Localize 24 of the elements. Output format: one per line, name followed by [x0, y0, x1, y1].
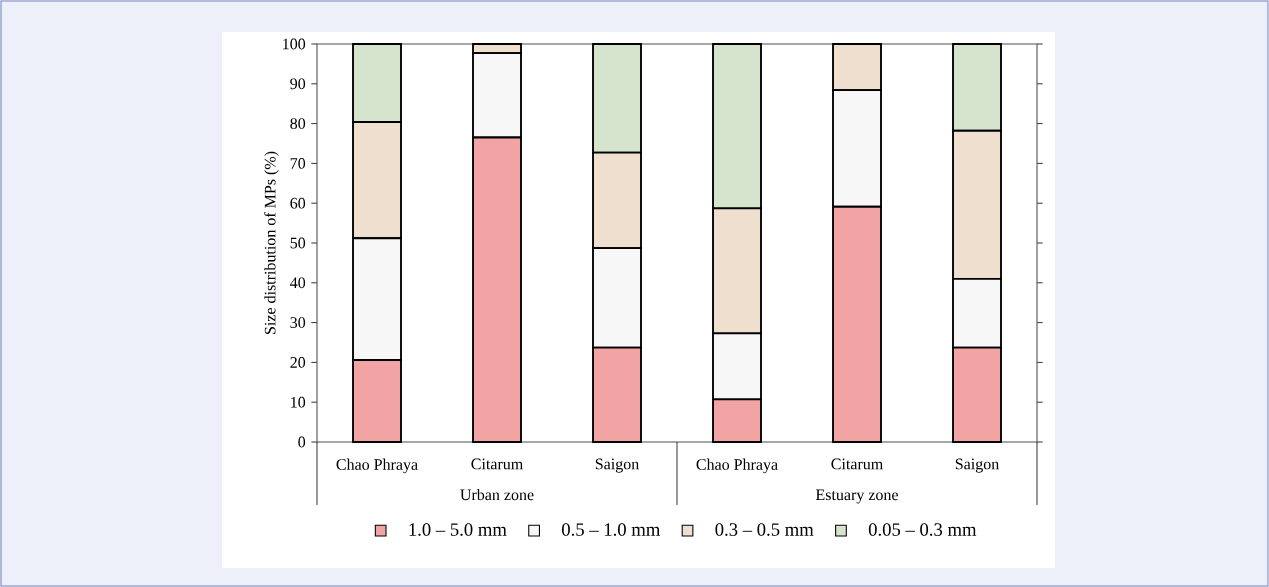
x-tick-label: Chao Phraya — [696, 458, 778, 474]
y-tick-label: 100 — [283, 38, 306, 50]
legend-label: 0.3 – 0.5 mm — [715, 523, 814, 536]
y-tick-label: 30 — [290, 317, 306, 328]
text: Urban zone — [460, 488, 534, 501]
y-tick-label: 80 — [290, 118, 306, 129]
text: Estuary zone — [815, 489, 898, 504]
x-tick-label: Chao Phraya — [336, 458, 418, 474]
y-tick-label: 70 — [290, 158, 306, 169]
x-tick-label: Saigon — [955, 458, 999, 473]
legend-label: 0.5 – 1.0 mm — [562, 523, 661, 536]
y-tick-label: 20 — [290, 357, 306, 368]
y-tick-label: 0 — [298, 436, 306, 448]
legend-label: 1.0 – 5.0 mm — [409, 523, 507, 536]
x-tick-label: Citarum — [831, 458, 883, 470]
legend-label: 0.05 – 0.3 mm — [868, 523, 977, 536]
y-axis-title: Size distribution of MPs (%) — [264, 151, 279, 334]
y-tick-label: 40 — [290, 277, 306, 289]
y-tick-label: 10 — [291, 396, 306, 408]
y-tick-label: 90 — [290, 78, 306, 90]
x-tick-label: Saigon — [595, 458, 639, 473]
y-tick-label: 50 — [290, 237, 306, 249]
x-tick-label: Citarum — [471, 458, 523, 470]
y-tick-label: 60 — [290, 197, 306, 209]
